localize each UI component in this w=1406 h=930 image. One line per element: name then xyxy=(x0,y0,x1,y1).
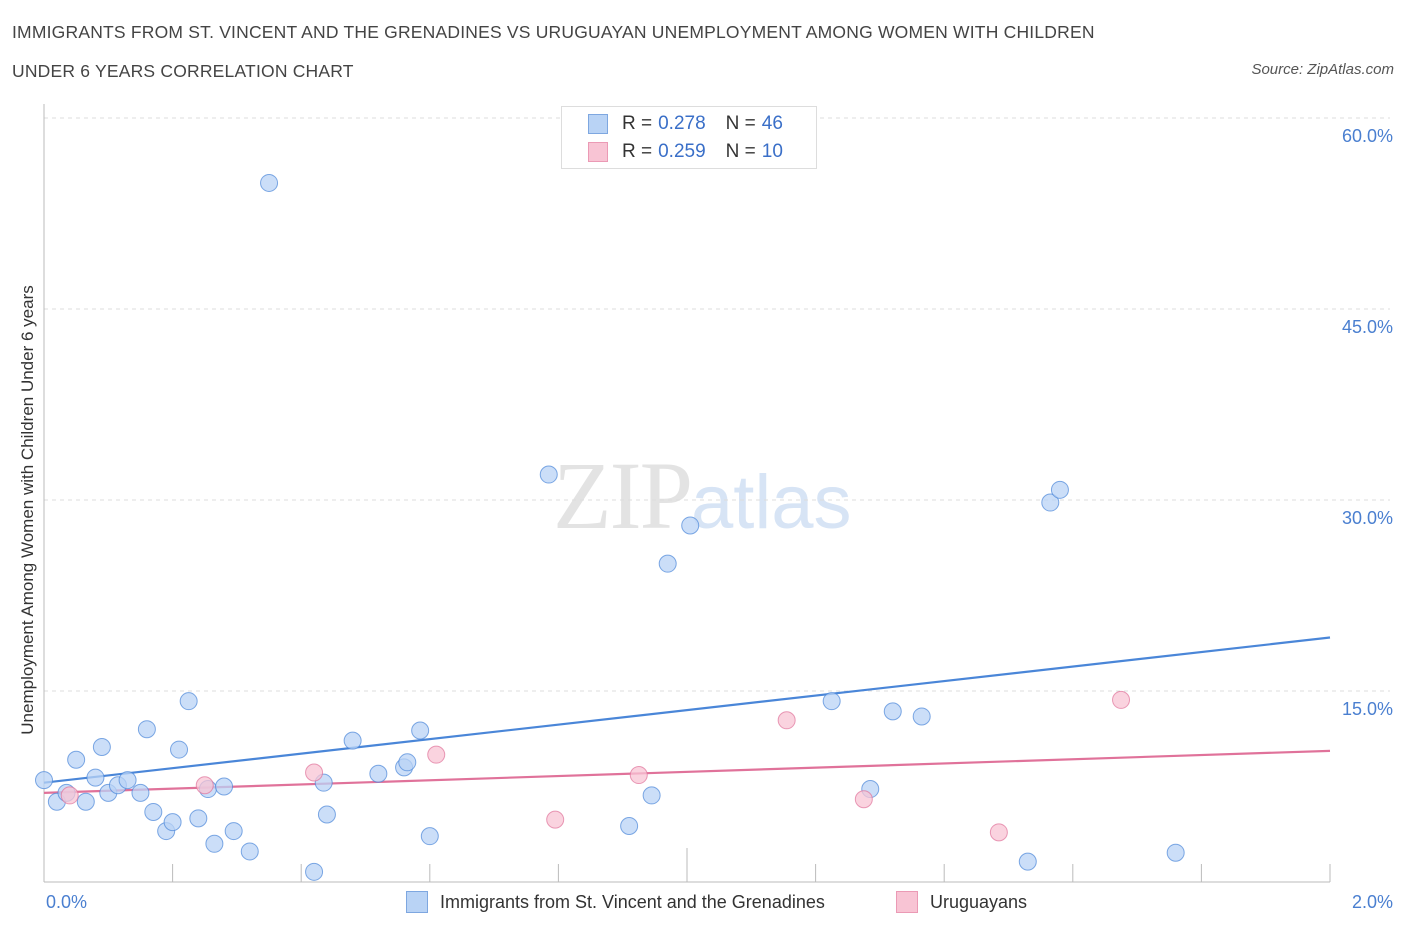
point-uruguayans xyxy=(195,776,214,795)
point-uruguayans xyxy=(989,823,1008,842)
point-uruguayans xyxy=(60,786,79,805)
point-immigrants xyxy=(681,516,700,535)
point-immigrants xyxy=(343,731,362,750)
point-immigrants xyxy=(163,813,182,832)
trend-line-uruguayans xyxy=(43,749,1331,794)
x-tick-label: 0.0% xyxy=(46,892,87,912)
grid-lines xyxy=(44,117,1390,692)
point-immigrants xyxy=(420,827,439,846)
point-immigrants xyxy=(642,786,661,805)
bottom-legend-item-immigrants: Immigrants from St. Vincent and the Gren… xyxy=(406,890,825,914)
y-tick-label: 60.0% xyxy=(1342,126,1393,146)
legend-r-value: 0.259 xyxy=(658,141,706,162)
bottom-legend-label: Immigrants from St. Vincent and the Gren… xyxy=(440,891,825,912)
point-immigrants xyxy=(144,802,163,821)
point-uruguayans xyxy=(777,711,796,730)
point-immigrants xyxy=(170,740,189,759)
bottom-legend-swatch-pink xyxy=(896,891,918,913)
y-tick-label: 30.0% xyxy=(1342,508,1393,528)
legend-n-value: 10 xyxy=(761,141,783,162)
point-uruguayans xyxy=(629,766,648,785)
legend-r-value: 0.278 xyxy=(658,113,706,134)
legend-n-label: N = xyxy=(725,141,756,162)
point-immigrants xyxy=(76,792,95,811)
watermark-zip: ZIP xyxy=(553,442,693,549)
point-immigrants xyxy=(317,805,336,824)
point-immigrants xyxy=(1018,852,1037,871)
x-tick-label: 2.0% xyxy=(1352,892,1393,912)
legend-swatch-pink xyxy=(588,142,608,162)
point-immigrants xyxy=(205,834,224,853)
legend-row-series-2: R = 0.259 N = 10 xyxy=(588,140,783,164)
legend-r-label: R = xyxy=(622,141,653,162)
bottom-legend-label: Uruguayans xyxy=(930,891,1028,912)
point-immigrants xyxy=(620,816,639,835)
legend-n-value: 46 xyxy=(761,113,783,134)
point-uruguayans xyxy=(305,763,324,782)
point-immigrants xyxy=(822,692,841,711)
point-immigrants xyxy=(912,707,931,726)
point-immigrants xyxy=(131,783,150,802)
point-immigrants xyxy=(35,771,53,790)
legend-row-series-1: R = 0.278 N = 46 xyxy=(588,112,783,136)
y-tick-label: 45.0% xyxy=(1342,317,1393,337)
legend-swatch-blue xyxy=(588,114,608,134)
zipatlas-watermark: ZIPatlas xyxy=(553,440,852,551)
point-immigrants xyxy=(118,771,137,790)
legend-n-label: N = xyxy=(725,113,756,134)
trend-lines xyxy=(43,636,1331,794)
point-immigrants xyxy=(411,721,430,740)
point-immigrants xyxy=(1050,480,1069,499)
axis-labels: 15.0% 30.0% 45.0% 60.0% 0.0% 2.0% Unemployment… xyxy=(18,126,1393,912)
point-immigrants xyxy=(179,692,198,711)
point-uruguayans xyxy=(854,790,873,809)
y-axis-title: Unemployment Among Women with Children U… xyxy=(18,285,37,734)
point-immigrants xyxy=(86,768,105,787)
point-immigrants xyxy=(189,809,208,828)
y-tick-label: 15.0% xyxy=(1342,699,1393,719)
point-immigrants xyxy=(369,764,388,783)
point-immigrants xyxy=(92,738,111,757)
point-immigrants xyxy=(224,822,243,841)
point-immigrants xyxy=(398,753,417,772)
point-immigrants xyxy=(658,554,677,573)
point-uruguayans xyxy=(1112,690,1131,709)
source-label: Source: ZipAtlas.com xyxy=(1251,61,1394,78)
point-immigrants xyxy=(1166,843,1185,862)
point-immigrants xyxy=(1041,493,1060,512)
data-points xyxy=(35,173,1185,881)
bottom-legend-item-uruguayans: Uruguayans xyxy=(896,890,1027,914)
point-immigrants xyxy=(137,720,156,739)
watermark-atlas: atlas xyxy=(691,460,852,545)
point-immigrants xyxy=(883,702,902,721)
trend-line-immigrants xyxy=(43,636,1331,784)
axes xyxy=(43,104,1331,883)
point-uruguayans xyxy=(546,810,565,829)
point-immigrants xyxy=(67,750,86,769)
bottom-legend-swatch-blue xyxy=(406,891,428,913)
point-immigrants xyxy=(260,173,279,192)
chart-title-line-2: UNDER 6 YEARS CORRELATION CHART xyxy=(12,61,354,81)
stats-legend: R = 0.278 N = 46 R = 0.259 N = 10 xyxy=(561,106,817,169)
point-immigrants xyxy=(539,465,558,484)
point-immigrants xyxy=(215,777,234,796)
chart-title-line-1: IMMIGRANTS FROM ST. VINCENT AND THE GREN… xyxy=(12,22,1095,42)
point-uruguayans xyxy=(427,745,446,764)
legend-r-label: R = xyxy=(622,113,653,134)
point-immigrants xyxy=(305,862,324,881)
point-immigrants xyxy=(240,842,259,861)
